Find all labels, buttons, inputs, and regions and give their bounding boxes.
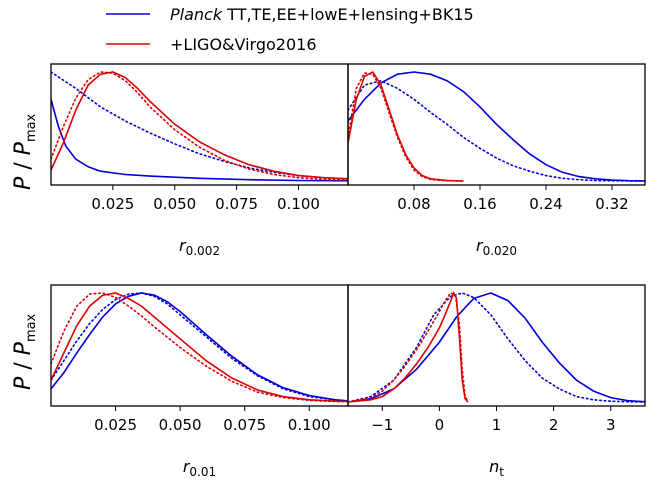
panel-2-series-3-line xyxy=(348,70,464,182)
panel-3-series-2-line xyxy=(51,292,348,402)
panel-3-series-3-line xyxy=(51,292,348,403)
panel-2-frame xyxy=(347,63,646,186)
panel-1-series-4-line xyxy=(51,71,348,181)
panel-2-series-2-line xyxy=(348,79,645,182)
panel-4-frame xyxy=(347,284,646,407)
panel-2-xtick-label-4: 0.32 xyxy=(595,195,628,213)
panel-3-series-group xyxy=(51,292,348,403)
legend-label-planck: Planck TT,TE,EE+lowE+lensing+BK15 xyxy=(170,5,474,24)
panel-2-series-1-line xyxy=(348,71,645,182)
y-axis-label-top: P / Pmax xyxy=(11,113,39,190)
panel-2-xtick-label-3: 0.24 xyxy=(529,195,562,213)
legend-label-ligo: +LIGO&Virgo2016 xyxy=(170,35,317,54)
panel-1-xtick-label-3: 0.075 xyxy=(215,195,258,213)
panel-2-xlabel: r0.020 xyxy=(476,236,517,258)
panel-1-series-group xyxy=(51,71,348,182)
panel-4-series-group xyxy=(348,291,645,403)
panel-3-xtick-label-4: 0.100 xyxy=(288,416,331,434)
panel-3-series-1-line xyxy=(51,292,348,402)
panel-2: 0.08 0.16 0.24 0.32 r0.020 xyxy=(347,63,646,258)
panel-1-series-2-line xyxy=(51,71,348,180)
panel-4-xtick-label-3: 1 xyxy=(492,416,502,434)
panel-3: 0.025 0.050 0.075 0.100 r0.01 xyxy=(50,284,349,479)
panel-2-series-group xyxy=(348,70,645,182)
panel-4-xlabel: nt xyxy=(489,457,504,479)
panel-4-xtick-label-2: 0 xyxy=(435,416,445,434)
panel-2-series-4-line xyxy=(348,72,465,182)
panel-1-xtick-label-4: 0.100 xyxy=(277,195,320,213)
panel-1-xlabel: r0.002 xyxy=(179,236,220,258)
panel-3-frame xyxy=(50,284,349,407)
panel-4-xtick-label-1: −1 xyxy=(371,416,393,434)
panel-1: 0.025 0.050 0.075 0.100 r0.002 xyxy=(50,63,349,258)
panel-1-series-1-line xyxy=(51,99,348,182)
panel-2-xtick-label-2: 0.16 xyxy=(463,195,496,213)
panel-2-xtick-label-1: 0.08 xyxy=(397,195,430,213)
y-axis-label-bottom: P / Pmax xyxy=(11,313,39,390)
panel-3-xlabel: r0.01 xyxy=(183,457,216,479)
panel-1-frame xyxy=(50,63,349,186)
panel-3-xtick-label-2: 0.050 xyxy=(159,416,202,434)
legend: Planck TT,TE,EE+lowE+lensing+BK15 +LIGO&… xyxy=(106,5,474,54)
panel-3-xtick-label-1: 0.025 xyxy=(94,416,137,434)
panel-4-xtick-label-5: 3 xyxy=(606,416,616,434)
panel-4: −1 0 1 2 3 nt xyxy=(347,284,646,479)
panel-1-xtick-label-1: 0.025 xyxy=(91,195,134,213)
panel-1-xtick-label-2: 0.050 xyxy=(153,195,196,213)
panel-4-series-4-line xyxy=(348,291,469,403)
panel-3-xtick-label-3: 0.075 xyxy=(223,416,266,434)
panel-4-series-3-line xyxy=(348,291,469,403)
panel-4-series-1-line xyxy=(348,292,645,403)
panel-4-series-2-line xyxy=(348,292,645,403)
panel-4-xtick-label-4: 2 xyxy=(549,416,559,434)
panel-1-series-3-line xyxy=(51,71,348,180)
panel-3-series-4-line xyxy=(51,292,348,403)
